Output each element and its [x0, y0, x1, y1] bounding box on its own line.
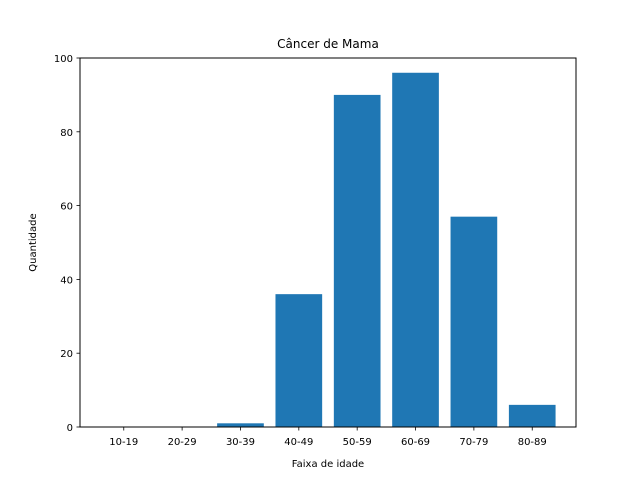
x-tick-label: 10-19	[109, 437, 138, 448]
x-tick-label: 20-29	[168, 437, 197, 448]
chart-title: Câncer de Mama	[277, 37, 379, 51]
y-tick-label: 0	[67, 423, 73, 434]
bar-60-69	[392, 72, 439, 427]
x-tick-label: 70-79	[459, 437, 488, 448]
y-tick-label: 60	[60, 202, 73, 213]
x-tick-label: 80-89	[518, 437, 547, 448]
y-axis-ticks: 0 20 40 60 80 100	[54, 54, 80, 434]
y-axis-label: Quantidade	[28, 213, 39, 271]
x-tick-label: 60-69	[401, 437, 430, 448]
bar-30-39	[217, 423, 264, 427]
bar-40-49	[275, 294, 323, 427]
plot-frame	[79, 57, 577, 428]
bars-group	[217, 72, 556, 428]
y-tick-label: 20	[60, 349, 73, 360]
y-tick-label: 40	[60, 275, 73, 286]
x-tick-label: 30-39	[226, 437, 255, 448]
x-axis-label: Faixa de idade	[292, 459, 364, 470]
x-tick-label: 50-59	[343, 437, 372, 448]
y-tick-label: 100	[54, 54, 73, 65]
y-tick-label: 80	[60, 128, 73, 139]
x-tick-label: 40-49	[284, 437, 313, 448]
x-axis-ticks: 10-19 20-29 30-39 40-49 50-59 60-69 70-79 80-89	[109, 427, 547, 448]
bar-80-89	[508, 404, 556, 427]
bar-50-59	[333, 94, 381, 428]
bar-70-79	[450, 216, 498, 427]
